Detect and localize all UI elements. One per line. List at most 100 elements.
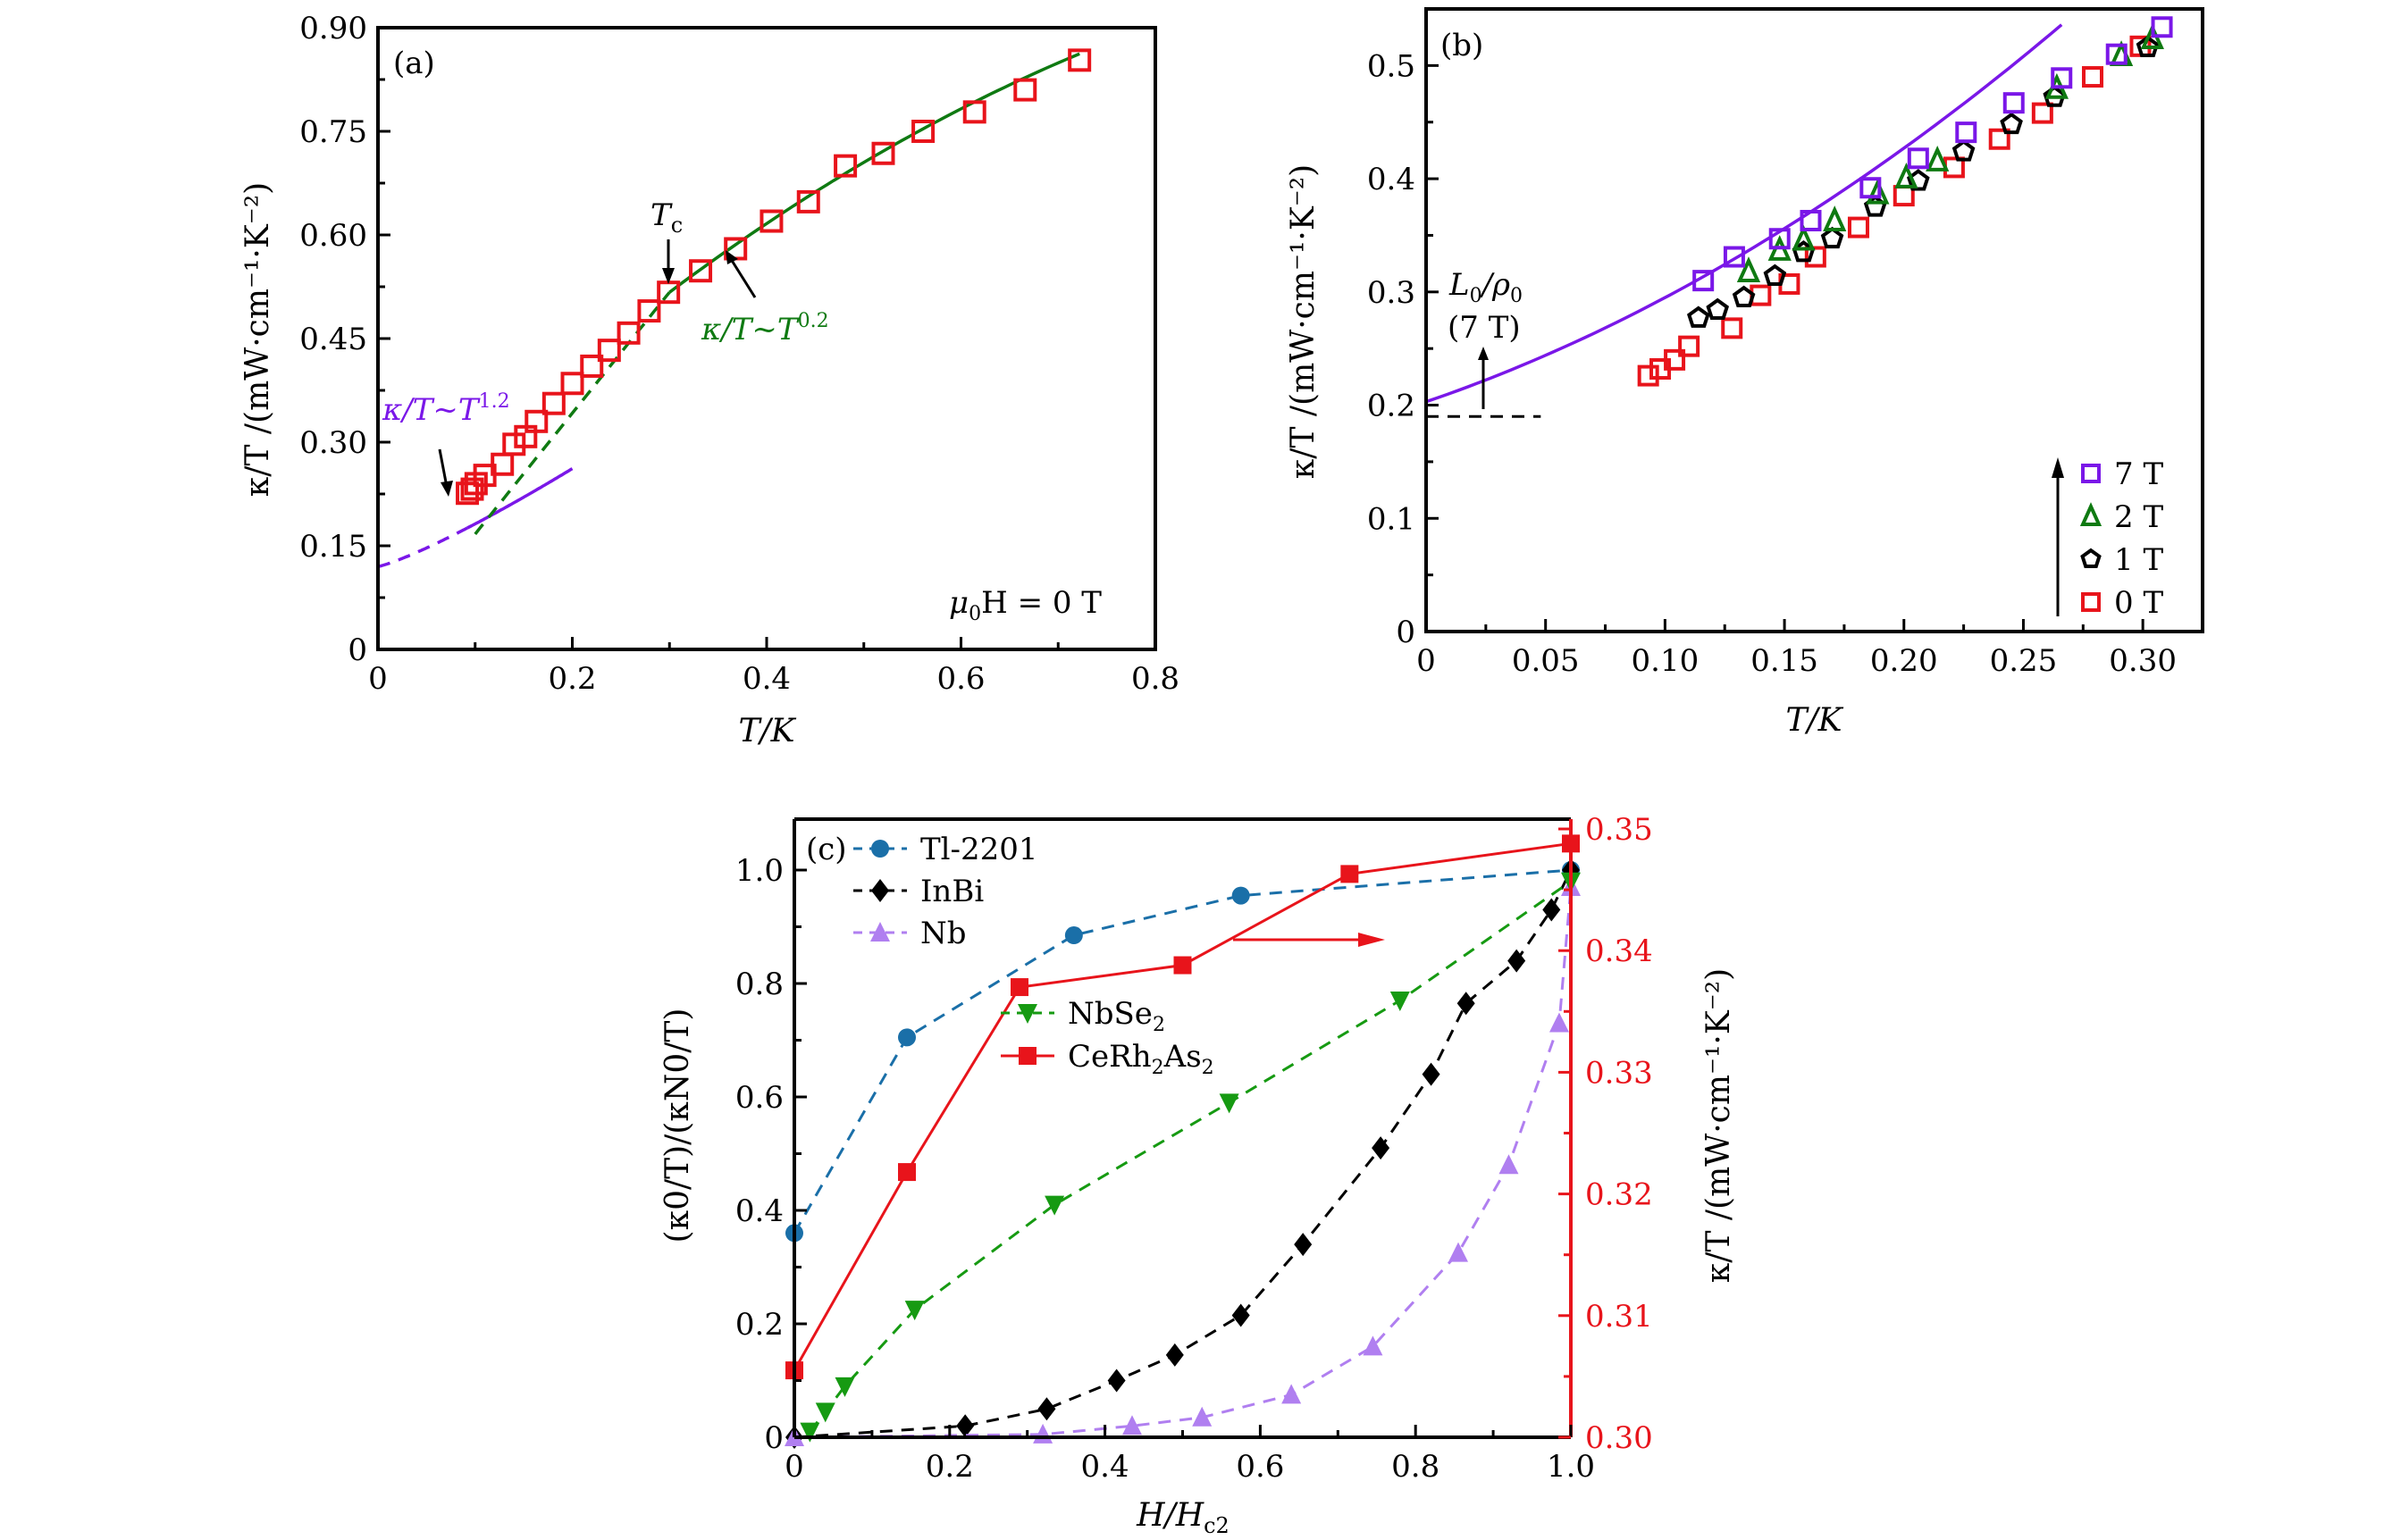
data-point-0T (1637, 364, 1659, 387)
y-right-tick-label: 0.31 (1585, 1299, 1653, 1335)
data-point-2T (1866, 178, 1890, 205)
y-right-tick-label: 0.35 (1585, 812, 1653, 848)
data-point-0T (2082, 66, 2104, 88)
data-point-inbi (1231, 1303, 1250, 1327)
data-point-1T (1687, 305, 1710, 328)
y-tick-label: 0.4 (1367, 162, 1415, 197)
data-point-0T (1013, 78, 1037, 102)
data-point-1T (1820, 226, 1844, 249)
data-point-2T (1823, 205, 1847, 231)
x-tick-label: 1.0 (1547, 1449, 1595, 1485)
panel-b-ylabel: κ/T /(mW·cm⁻¹·K⁻²) (1285, 164, 1322, 479)
panel-c-ylabel: (κ0/T)/(κN0/T) (659, 1009, 696, 1243)
panel-c-label: (c) (806, 832, 847, 867)
data-point-1T (1763, 264, 1787, 286)
legend-marker (2081, 592, 2101, 612)
data-point-7T (1723, 246, 1745, 268)
data-point-0T (525, 409, 549, 433)
data-point-0T (834, 154, 858, 178)
panel-c-xlabel: H/Hc2 (1136, 1497, 1230, 1538)
data-point-cerh2as2 (1173, 956, 1192, 975)
data-point-0T (760, 209, 784, 233)
data-point-7T (1907, 147, 1929, 170)
data-point-7T (2002, 92, 2025, 114)
data-point-nbse2 (1389, 992, 1410, 1012)
legend-marker (2079, 502, 2102, 526)
data-point-0T (796, 189, 820, 213)
x-tick-label: 0.4 (743, 661, 791, 697)
x-tick-label: 0.05 (1512, 643, 1580, 679)
data-point-0T (637, 299, 661, 323)
data-point-inbi (1037, 1397, 1056, 1421)
x-tick-label: 0.25 (1990, 643, 2058, 679)
y-tick-label: 0.3 (1367, 275, 1415, 311)
data-point-0T (541, 391, 566, 415)
data-point-inbi (1507, 949, 1526, 973)
legend-marker (871, 840, 889, 858)
y-right-tick-label: 0.32 (1585, 1177, 1653, 1213)
data-point-2T (1736, 256, 1761, 283)
x-tick-label: 0.2 (548, 661, 596, 697)
data-point-0T (1068, 48, 1092, 72)
y-tick-label: 0.6 (735, 1080, 784, 1116)
panel-c-ylabel-right: κ/T /(mW·cm⁻¹·K⁻²) (1700, 968, 1737, 1283)
y-tick-label: 0 (348, 632, 367, 668)
y-right-tick-label: 0.30 (1585, 1420, 1653, 1456)
y-tick-label: 1.0 (735, 853, 784, 889)
fit-high-extrapolation (474, 291, 671, 535)
y-tick-label: 0.90 (299, 11, 367, 46)
y-tick-label: 0.75 (299, 114, 367, 150)
x-tick-label: 0.8 (1391, 1449, 1439, 1485)
fit-low-arrow-head (441, 481, 453, 497)
legend-field-arrow-head (2052, 457, 2064, 478)
fit-high-arrow (729, 258, 757, 298)
panel-b-label: (b) (1440, 28, 1483, 63)
tc-arrow-head (662, 268, 675, 284)
x-tick-label: 0 (785, 1449, 804, 1485)
data-point-2T (1792, 224, 1816, 251)
data-point-inbi (1422, 1062, 1440, 1086)
fit-low-arrow (438, 448, 449, 488)
data-point-nbse2 (1045, 1195, 1065, 1216)
data-point-nb (1549, 1012, 1569, 1033)
data-point-nb (1192, 1406, 1213, 1427)
data-point-0T (1804, 246, 1826, 268)
field-label: μ0H = 0 T (949, 585, 1102, 625)
data-point-0T (1678, 335, 1700, 357)
y-tick-label: 0.15 (299, 529, 367, 565)
panel-a-xlabel: T/K (738, 713, 796, 749)
data-point-1T (1732, 285, 1756, 308)
series-line-cerh2as2 (793, 841, 1572, 1371)
x-tick-label: 0.20 (1870, 643, 1938, 679)
x-tick-label: 0.15 (1750, 643, 1818, 679)
data-point-cerh2as2 (898, 1163, 917, 1182)
data-point-0T (1847, 216, 1869, 239)
data-point-0T (911, 120, 936, 143)
x-tick-label: 0.30 (2109, 643, 2177, 679)
legend-label: NbSe2 (1068, 996, 1165, 1036)
fit-low-line (466, 467, 574, 530)
data-point-1T (2000, 112, 2023, 135)
l0-label: L0/ρ0 (1448, 267, 1523, 307)
data-point-0T (597, 339, 621, 363)
data-point-0T (491, 452, 515, 476)
y-tick-label: 0.60 (299, 218, 367, 254)
data-point-nbse2 (904, 1301, 925, 1321)
data-point-nbse2 (1219, 1093, 1239, 1114)
x-tick-label: 0.6 (936, 661, 985, 697)
legend-marker (2080, 548, 2102, 569)
data-point-0T (1721, 317, 1743, 339)
panel-a-ticks: 0 0.2 0.4 0.6 0.8 0 0.15 0.30 0.45 0.60 0.75 0.90 (299, 11, 1179, 697)
y-right-tick-label: 0.33 (1585, 1055, 1653, 1091)
series-line-tl-2201 (793, 868, 1572, 1235)
data-point-nb (1448, 1242, 1468, 1262)
data-point-tl-2201 (1064, 926, 1083, 945)
data-point-0T (2031, 102, 2053, 124)
data-point-nbse2 (835, 1377, 855, 1397)
y-right-tick-label: 0.34 (1585, 933, 1653, 969)
x-tick-label: 0.8 (1131, 661, 1179, 697)
panel-a-label: (a) (393, 46, 435, 81)
data-point-2T (2109, 40, 2134, 66)
x-tick-label: 0 (1416, 643, 1436, 679)
